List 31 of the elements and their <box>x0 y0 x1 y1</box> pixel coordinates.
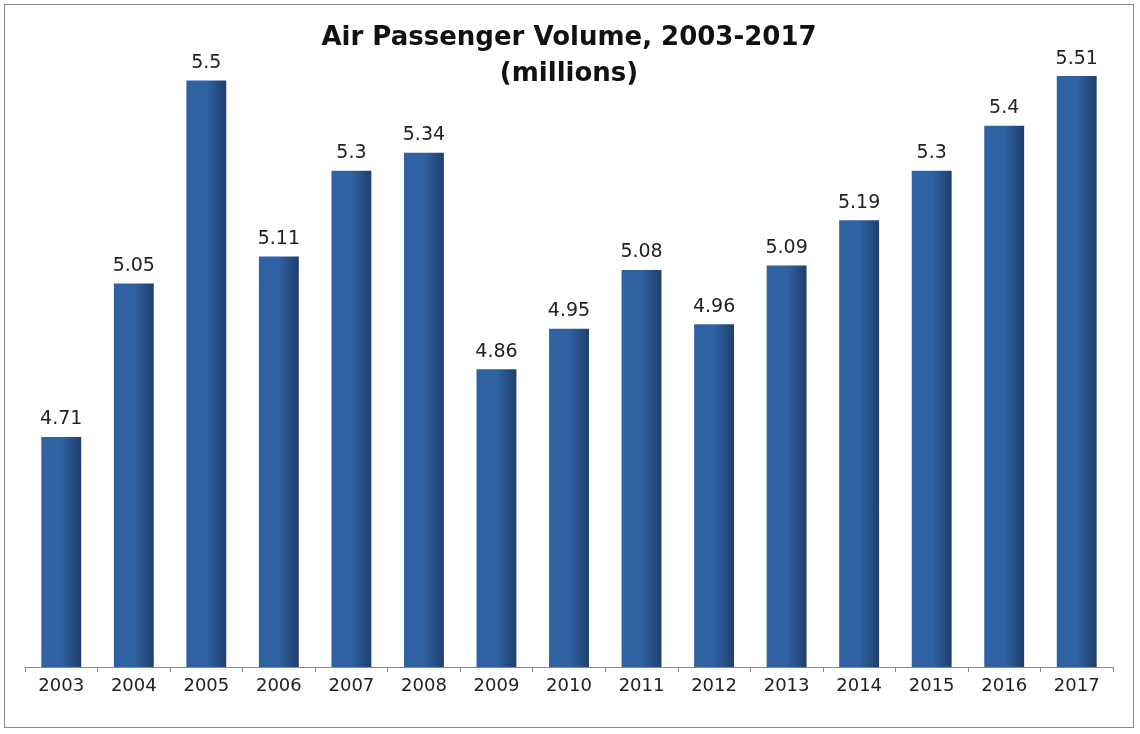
data-label: 5.34 <box>402 122 446 145</box>
x-tick-label: 2013 <box>763 673 810 695</box>
x-tick-label: 2012 <box>691 673 737 695</box>
data-label: 5.3 <box>336 140 367 163</box>
data-label: 4.86 <box>475 338 518 361</box>
x-tick-label: 2015 <box>908 673 955 695</box>
data-label: 5.5 <box>191 50 222 73</box>
data-label: 4.71 <box>40 406 83 429</box>
data-label: 5.05 <box>112 253 155 276</box>
x-tick-label: 2007 <box>328 673 375 695</box>
data-label: 5.3 <box>916 140 947 163</box>
x-tick-label: 2006 <box>255 673 302 695</box>
x-tick-label: 2009 <box>473 673 520 695</box>
x-tick-label: 2004 <box>110 673 157 695</box>
data-label: 5.19 <box>837 189 881 212</box>
x-tick-label: 2014 <box>836 673 883 695</box>
data-label: 5.08 <box>620 239 663 262</box>
x-tick-label: 2008 <box>401 673 447 695</box>
data-label: 5.51 <box>1055 45 1098 68</box>
x-tick-label: 2005 <box>183 673 230 695</box>
data-label: 5.4 <box>989 95 1020 118</box>
x-tick-label: 2011 <box>618 673 665 695</box>
x-tick-label: 2003 <box>38 673 85 695</box>
x-tick-label: 2010 <box>546 673 592 695</box>
chart-title: Air Passenger Volume, 2003-2017 (millions) <box>321 21 817 87</box>
data-label: 5.09 <box>765 234 808 257</box>
data-label: 4.95 <box>547 298 591 321</box>
x-tick-label: 2017 <box>1053 673 1100 695</box>
data-label: 4.96 <box>692 293 736 316</box>
x-tick-label: 2016 <box>981 673 1028 695</box>
data-label: 5.11 <box>257 225 301 248</box>
